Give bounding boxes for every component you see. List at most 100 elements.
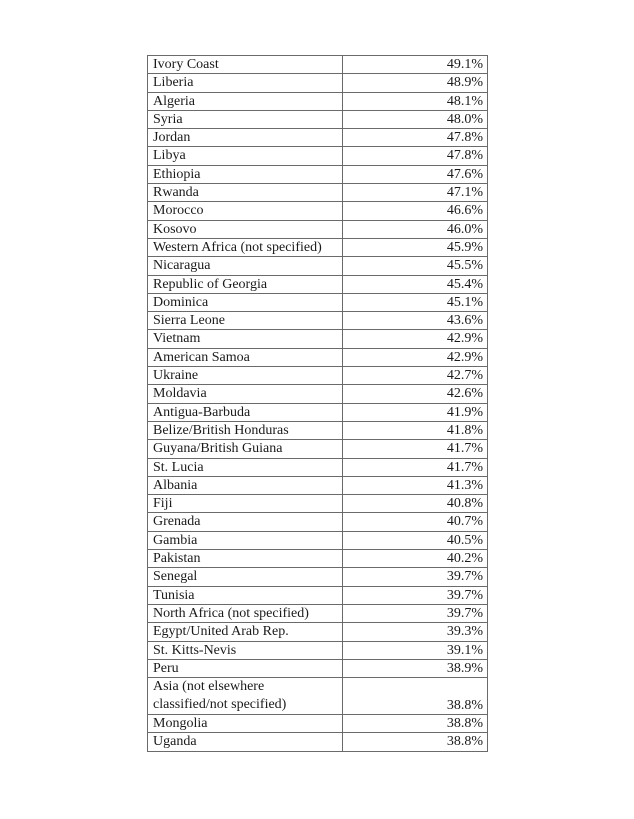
table-row: Jordan 47.8% — [147, 128, 488, 148]
table-row: Belize/British Honduras 41.8% — [147, 420, 488, 441]
table-row: Kosovo 46.0% — [147, 219, 488, 239]
table-row: Peru 38.9% — [147, 658, 488, 679]
country-cell: Jordan — [147, 128, 343, 148]
table-row: Albania 41.3% — [147, 475, 488, 496]
country-cell: Ivory Coast — [147, 54, 343, 75]
country-cell: Guyana/British Guiana — [147, 439, 343, 459]
percentage-cell: 39.1% — [342, 640, 488, 660]
table-row: Morocco 46.6% — [147, 201, 488, 221]
table-row: Uganda 38.8% — [147, 732, 488, 752]
country-cell: Morocco — [147, 201, 343, 221]
percentage-cell: 39.7% — [342, 567, 488, 587]
percentage-cell: 38.9% — [342, 658, 488, 679]
table-row: Moldavia 42.6% — [147, 384, 488, 404]
percentage-cell: 41.8% — [342, 420, 488, 441]
percentage-cell: 40.2% — [342, 549, 488, 569]
table-row: St. Lucia 41.7% — [147, 457, 488, 477]
table-row: Republic of Georgia 45.4% — [147, 274, 488, 294]
percentage-cell: 40.5% — [342, 530, 488, 551]
percentage-cell: 41.9% — [342, 402, 488, 422]
table-row: Pakistan 40.2% — [147, 549, 488, 569]
percentage-cell: 39.7% — [342, 585, 488, 605]
country-cell: Grenada — [147, 512, 343, 532]
country-cell: Syria — [147, 109, 343, 130]
percentage-cell: 43.6% — [342, 311, 488, 331]
percentage-cell: 40.7% — [342, 512, 488, 532]
percentage-cell: 38.8% — [342, 677, 488, 716]
country-cell: Egypt/United Arab Rep. — [147, 622, 343, 642]
country-cell: Rwanda — [147, 183, 343, 203]
percentage-cell: 38.8% — [342, 714, 488, 734]
country-cell: Gambia — [147, 530, 343, 551]
table-row: Guyana/British Guiana 41.7% — [147, 439, 488, 459]
country-cell: Ukraine — [147, 366, 343, 386]
table-row: Ivory Coast 49.1% — [147, 54, 488, 75]
table-row: Egypt/United Arab Rep. 39.3% — [147, 622, 488, 642]
country-cell: St. Kitts-Nevis — [147, 640, 343, 660]
percentage-cell: 46.6% — [342, 201, 488, 221]
table-row: North Africa (not specified) 39.7% — [147, 603, 488, 624]
percentage-cell: 48.0% — [342, 109, 488, 130]
table-row: Mongolia 38.8% — [147, 714, 488, 734]
country-cell: Algeria — [147, 91, 343, 111]
country-cell: Liberia — [147, 73, 343, 93]
percentage-cell: 39.3% — [342, 622, 488, 642]
country-cell: Nicaragua — [147, 256, 343, 276]
country-cell: Ethiopia — [147, 164, 343, 185]
table-row: Western Africa (not specified) 45.9% — [147, 237, 488, 258]
percentage-cell: 45.1% — [342, 292, 488, 313]
country-cell: Peru — [147, 658, 343, 679]
table-row: Gambia 40.5% — [147, 530, 488, 551]
table-row: Libya 47.8% — [147, 146, 488, 166]
table-body: Ivory Coast 49.1% Liberia 48.9% Algeria 48.1%… — [147, 54, 488, 752]
percentage-cell: 42.6% — [342, 384, 488, 404]
country-cell: St. Lucia — [147, 457, 343, 477]
table-row: American Samoa 42.9% — [147, 347, 488, 368]
percentage-cell: 41.7% — [342, 439, 488, 459]
country-cell: Uganda — [147, 732, 343, 752]
table-row: Senegal 39.7% — [147, 567, 488, 587]
country-cell: Antigua-Barbuda — [147, 402, 343, 422]
percentage-cell: 39.7% — [342, 603, 488, 624]
table-row: Syria 48.0% — [147, 109, 488, 130]
country-cell: Mongolia — [147, 714, 343, 734]
country-cell: Tunisia — [147, 585, 343, 605]
country-cell: Libya — [147, 146, 343, 166]
percentage-cell: 45.9% — [342, 237, 488, 258]
country-cell: Belize/British Honduras — [147, 420, 343, 441]
country-cell: Albania — [147, 475, 343, 496]
percentage-cell: 38.8% — [342, 732, 488, 752]
country-cell: Senegal — [147, 567, 343, 587]
percentage-cell: 42.9% — [342, 329, 488, 349]
country-cell: Kosovo — [147, 219, 343, 239]
table-row: Dominica 45.1% — [147, 292, 488, 313]
table-row: Ukraine 42.7% — [147, 366, 488, 386]
table-row: Tunisia 39.7% — [147, 585, 488, 605]
country-cell: North Africa (not specified) — [147, 603, 343, 624]
table-row: Fiji 40.8% — [147, 494, 488, 514]
percentage-cell: 48.1% — [342, 91, 488, 111]
percentage-cell: 47.1% — [342, 183, 488, 203]
percentage-cell: 47.6% — [342, 164, 488, 185]
country-cell: Western Africa (not specified) — [147, 237, 343, 258]
country-cell: Sierra Leone — [147, 311, 343, 331]
percentage-cell: 45.5% — [342, 256, 488, 276]
percentage-cell: 40.8% — [342, 494, 488, 514]
percentage-cell: 41.3% — [342, 475, 488, 496]
percentage-cell: 45.4% — [342, 274, 488, 294]
percentage-cell: 47.8% — [342, 128, 488, 148]
table-row: Algeria 48.1% — [147, 91, 488, 111]
country-cell: Asia (not elsewhere classified/not speci… — [147, 677, 343, 716]
table-row: Grenada 40.7% — [147, 512, 488, 532]
table-row: St. Kitts-Nevis 39.1% — [147, 640, 488, 660]
country-cell: Republic of Georgia — [147, 274, 343, 294]
country-cell: Vietnam — [147, 329, 343, 349]
country-cell: Fiji — [147, 494, 343, 514]
percentage-cell: 41.7% — [342, 457, 488, 477]
table-row: Rwanda 47.1% — [147, 183, 488, 203]
table-row: Asia (not elsewhere classified/not speci… — [147, 677, 488, 716]
percentage-cell: 42.7% — [342, 366, 488, 386]
table-row: Sierra Leone 43.6% — [147, 311, 488, 331]
country-percentage-table: Ivory Coast 49.1% Liberia 48.9% Algeria 48.1%… — [147, 54, 488, 752]
percentage-cell: 46.0% — [342, 219, 488, 239]
